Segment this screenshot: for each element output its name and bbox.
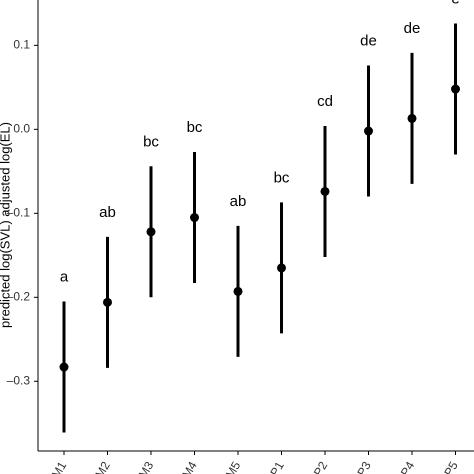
y-tick-label: –0.3 (7, 373, 31, 387)
group-letter: bc (187, 119, 203, 136)
group-letter: bc (274, 169, 290, 186)
x-tick-label: P1 (267, 459, 287, 474)
group-letter: cd (317, 93, 333, 110)
x-tick-label: M3 (136, 459, 157, 474)
group-letter: de (360, 32, 377, 49)
point (277, 263, 286, 273)
x-tick-label: M4 (179, 459, 200, 474)
x-tick-label: P2 (311, 459, 331, 474)
point (59, 362, 69, 372)
y-axis-label: predicted log(SVL) adjusted log(EL) (0, 122, 12, 328)
point (407, 113, 417, 123)
group-letter: de (404, 20, 421, 37)
y-tick-label: –0.1 (7, 205, 31, 219)
y-tick-label: 0.1 (13, 38, 30, 52)
point (451, 84, 460, 94)
group-letter: bc (143, 133, 159, 150)
group-letter: e (451, 0, 459, 7)
x-tick-label: P4 (398, 459, 418, 474)
x-tick-label: P5 (441, 459, 461, 474)
point (233, 286, 243, 296)
point (320, 186, 330, 196)
x-tick-label: M5 (223, 459, 244, 474)
point (103, 297, 112, 307)
point (190, 213, 199, 223)
x-tick-label: M1 (49, 459, 70, 474)
x-tick-label: P3 (354, 459, 374, 474)
y-tick-label: –0.2 (7, 289, 31, 303)
point (364, 126, 373, 136)
group-letter: a (60, 268, 69, 285)
y-tick-label: 0.0 (13, 122, 30, 136)
x-tick-label: M2 (92, 459, 113, 474)
group-letter: ab (99, 204, 116, 221)
group-letter: ab (230, 193, 247, 210)
point (146, 227, 156, 237)
